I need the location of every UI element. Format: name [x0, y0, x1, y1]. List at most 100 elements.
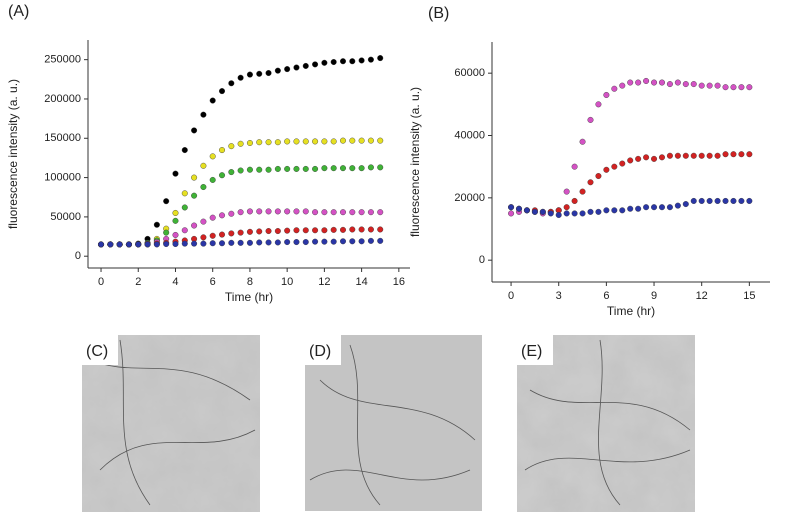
point	[516, 205, 523, 212]
point	[682, 81, 689, 88]
point	[116, 241, 123, 248]
point	[237, 140, 244, 147]
point	[172, 241, 179, 248]
x-tick-label: 3	[556, 290, 562, 302]
point	[714, 82, 721, 89]
y-tick-label: 0	[479, 254, 485, 266]
point	[228, 239, 235, 246]
point	[209, 153, 216, 160]
point	[265, 228, 272, 235]
point	[209, 214, 216, 221]
point	[358, 165, 365, 172]
point	[321, 165, 328, 172]
point	[579, 210, 586, 217]
point	[579, 138, 586, 145]
point	[377, 237, 384, 244]
point	[293, 64, 300, 71]
point	[107, 241, 114, 248]
point	[367, 237, 374, 244]
point	[181, 227, 188, 234]
point	[690, 152, 697, 159]
point	[321, 138, 328, 145]
point	[523, 207, 530, 214]
point	[228, 80, 235, 87]
x-tick-label: 15	[743, 290, 755, 302]
point	[587, 116, 594, 123]
x-tick-label: 6	[603, 290, 609, 302]
panel-label: (E)	[521, 343, 542, 360]
point	[172, 209, 179, 216]
point	[377, 209, 384, 216]
point	[674, 79, 681, 86]
point	[284, 239, 291, 246]
point	[228, 169, 235, 176]
point	[714, 152, 721, 159]
point	[321, 227, 328, 234]
point	[265, 166, 272, 173]
point	[730, 151, 737, 158]
point	[698, 152, 705, 159]
x-tick-label: 0	[508, 290, 514, 302]
image-c: (C)	[82, 335, 260, 512]
point	[611, 163, 618, 170]
point	[330, 209, 337, 216]
point	[730, 84, 737, 91]
point	[256, 208, 263, 215]
point	[611, 85, 618, 92]
x-tick-label: 16	[393, 276, 405, 288]
label-box	[517, 335, 553, 365]
point	[706, 152, 713, 159]
panel-label: (A)	[8, 3, 29, 20]
x-tick-label: 0	[98, 276, 104, 288]
point	[367, 226, 374, 233]
x-tick-label: 10	[281, 276, 293, 288]
point	[302, 138, 309, 145]
point	[163, 198, 170, 205]
point	[181, 240, 188, 247]
point	[256, 166, 263, 173]
point	[367, 56, 374, 63]
point	[181, 204, 188, 211]
point	[274, 139, 281, 146]
point	[619, 160, 626, 167]
point	[579, 188, 586, 195]
point	[200, 162, 207, 169]
point	[349, 58, 356, 65]
point	[246, 208, 253, 215]
point	[330, 59, 337, 66]
point	[339, 209, 346, 216]
point	[284, 138, 291, 145]
point	[627, 79, 634, 86]
point	[682, 152, 689, 159]
point	[228, 230, 235, 237]
point	[722, 151, 729, 158]
point	[738, 197, 745, 204]
point	[237, 229, 244, 236]
point	[339, 226, 346, 233]
point	[571, 197, 578, 204]
point	[658, 154, 665, 161]
point	[666, 152, 673, 159]
point	[571, 163, 578, 170]
point	[555, 211, 562, 218]
point	[246, 166, 253, 173]
point	[627, 205, 634, 212]
point	[643, 154, 650, 161]
point	[377, 164, 384, 171]
point	[256, 139, 263, 146]
y-tick-label: 250000	[44, 54, 81, 66]
point	[246, 228, 253, 235]
point	[209, 240, 216, 247]
point	[125, 241, 132, 248]
panel-label: (D)	[309, 343, 331, 360]
point	[587, 208, 594, 215]
point	[219, 172, 226, 179]
point	[200, 111, 207, 118]
point	[246, 139, 253, 146]
point	[274, 239, 281, 246]
point	[98, 241, 105, 248]
point	[321, 209, 328, 216]
point	[595, 173, 602, 180]
point	[256, 239, 263, 246]
